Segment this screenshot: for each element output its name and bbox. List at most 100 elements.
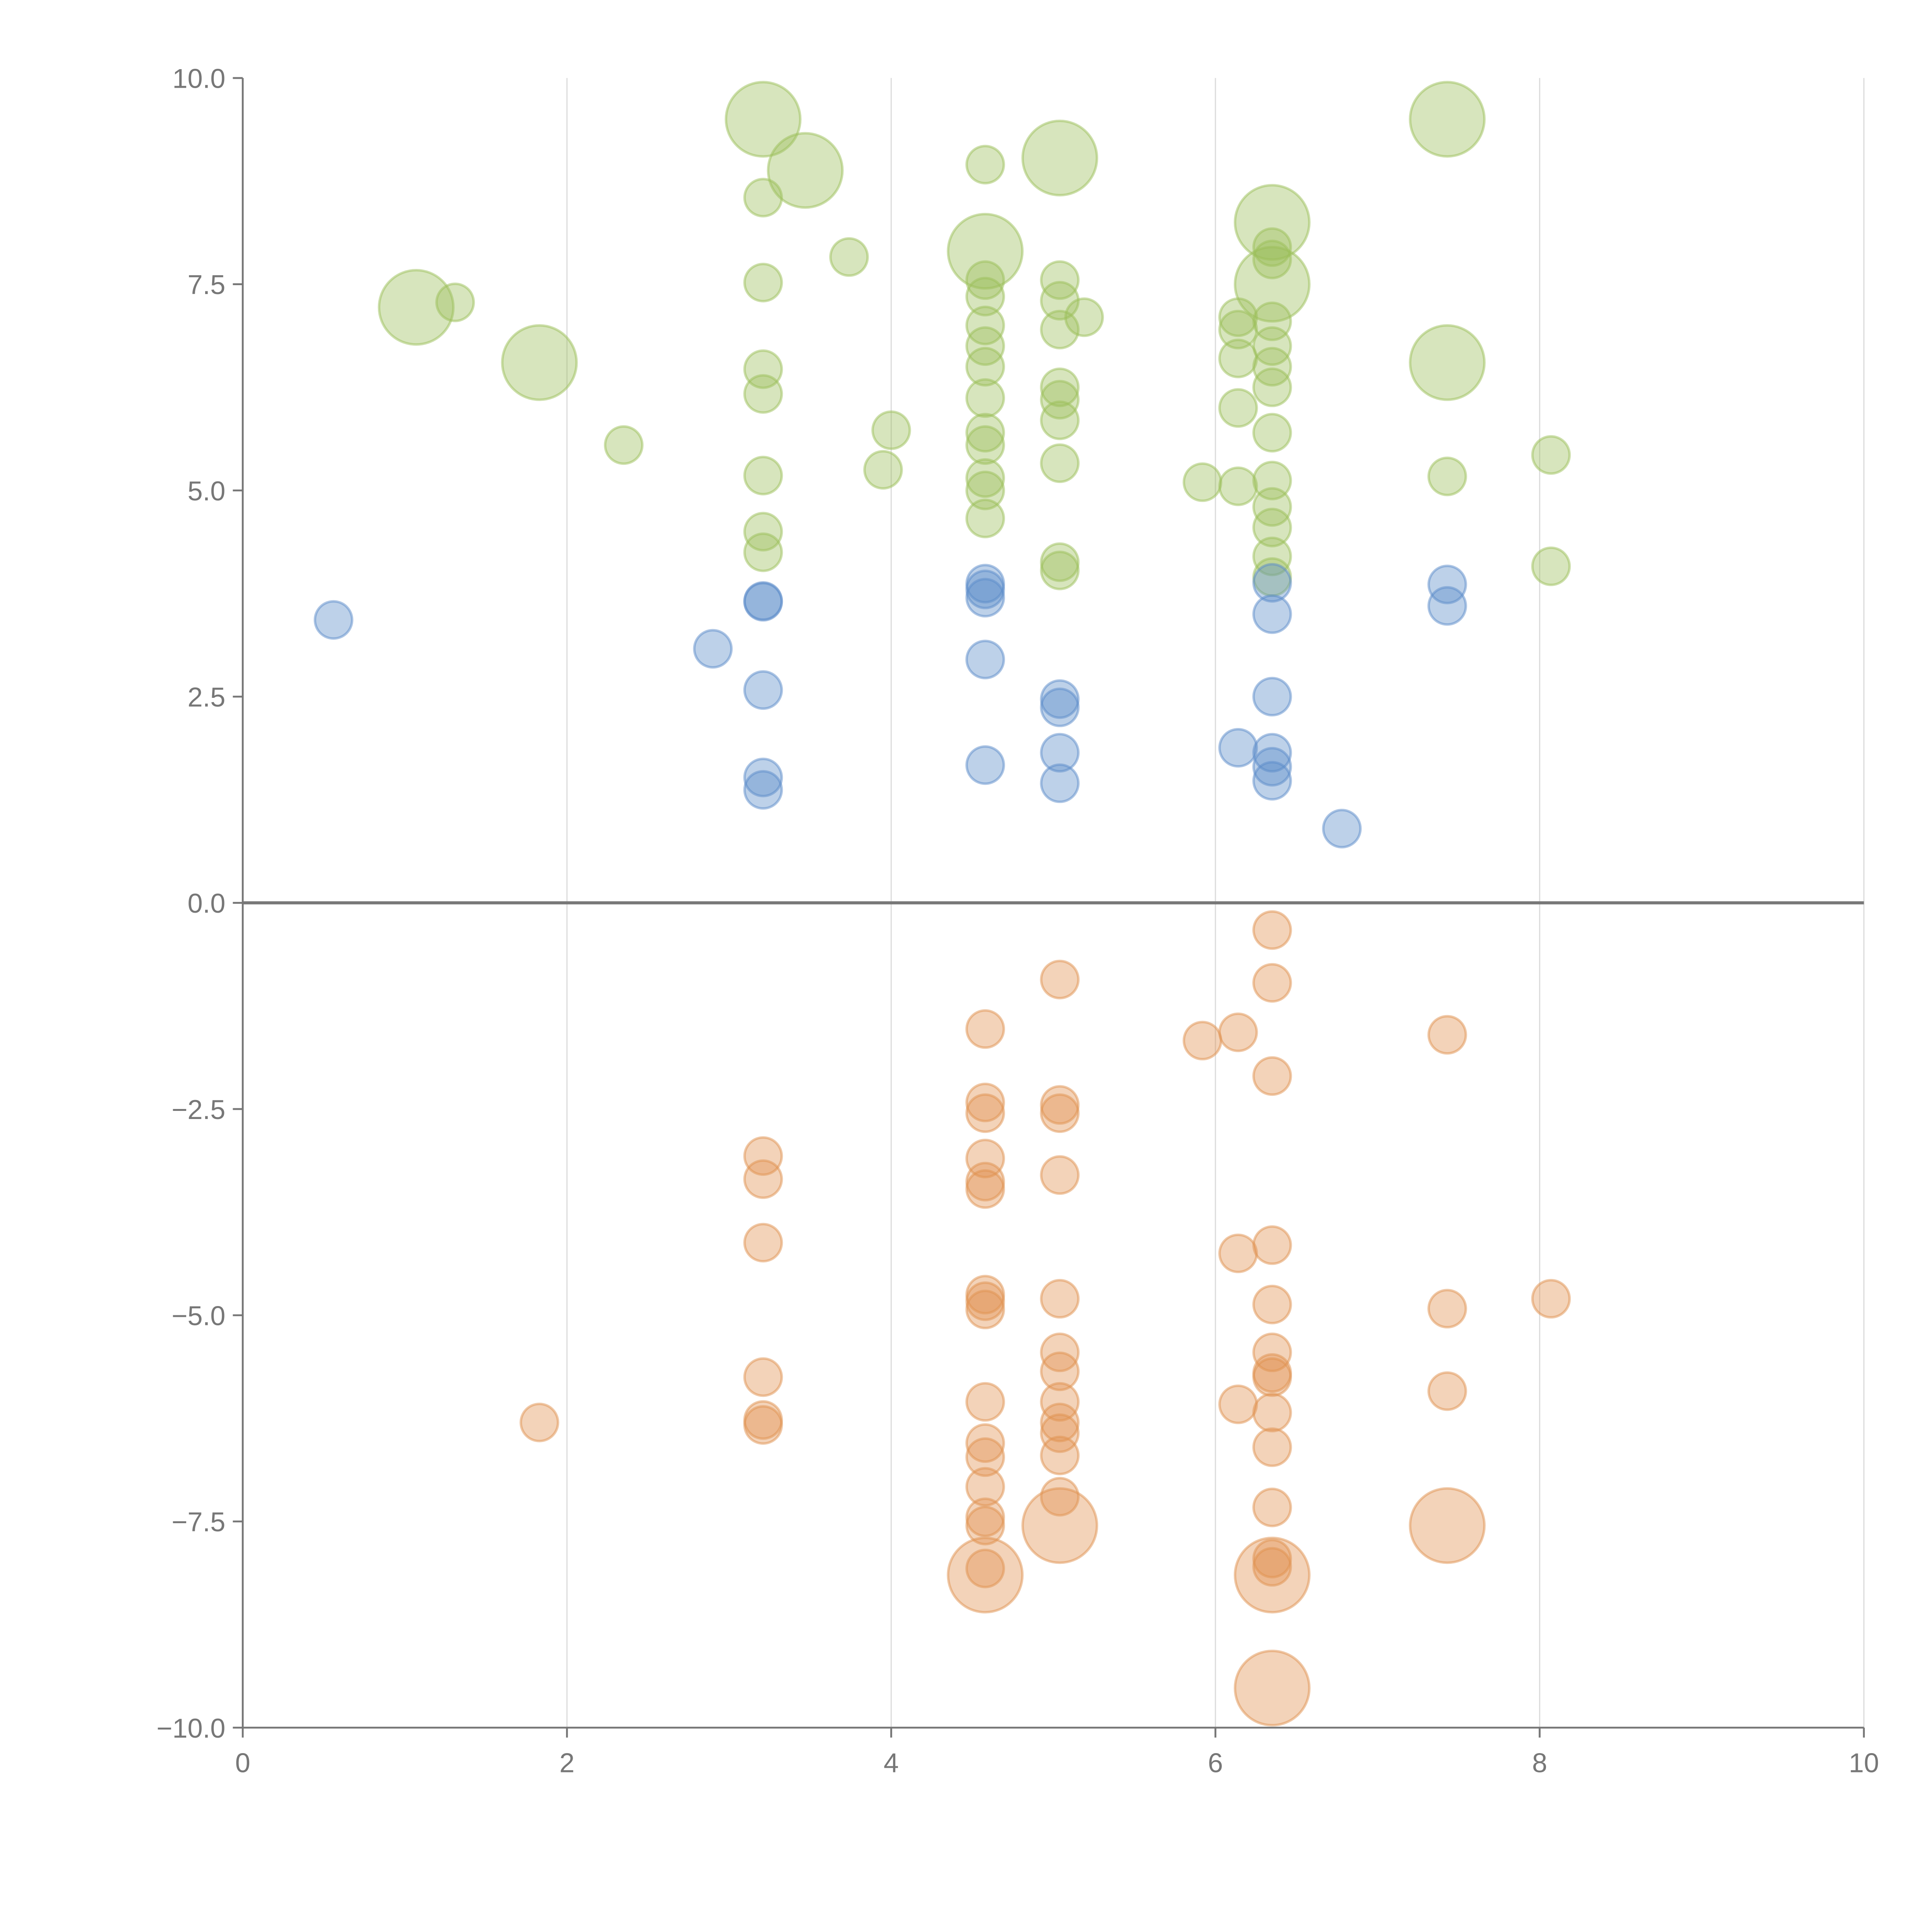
- point-blue: [1252, 677, 1292, 717]
- point-green: [1040, 260, 1080, 300]
- point-orange: [1040, 1279, 1080, 1319]
- point-blue: [743, 757, 783, 798]
- point-green: [1252, 413, 1292, 453]
- point-green: [863, 450, 903, 490]
- point-orange: [1252, 1225, 1292, 1265]
- point-green: [965, 277, 1005, 316]
- point-blue: [1322, 809, 1362, 849]
- point-green: [965, 425, 1005, 465]
- point-orange: [1233, 1536, 1311, 1614]
- x-tick-label: 10: [1849, 1748, 1879, 1778]
- point-orange: [1252, 1487, 1292, 1527]
- point-orange: [1040, 1413, 1080, 1453]
- point-blue: [1427, 586, 1467, 626]
- point-green: [965, 326, 1005, 366]
- point-green: [1064, 297, 1104, 337]
- point-green: [1040, 551, 1080, 590]
- point-orange: [1040, 1155, 1080, 1195]
- point-orange: [1427, 1015, 1467, 1055]
- point-green: [1531, 435, 1571, 475]
- point-blue: [1040, 687, 1080, 727]
- point-orange: [1182, 1020, 1223, 1061]
- point-orange: [965, 1009, 1005, 1049]
- point-green: [1252, 240, 1292, 279]
- point-orange: [519, 1403, 560, 1442]
- point-orange: [1218, 1012, 1258, 1052]
- point-orange: [1427, 1371, 1467, 1411]
- point-green: [1182, 462, 1223, 502]
- x-tick-label: 0: [235, 1748, 250, 1778]
- point-green: [1252, 487, 1292, 527]
- point-blue: [313, 600, 354, 640]
- point-green: [965, 458, 1005, 498]
- point-green: [1531, 546, 1571, 586]
- point-blue: [1040, 763, 1080, 803]
- point-orange: [1252, 1539, 1292, 1578]
- point-green: [1252, 227, 1292, 267]
- point-green: [378, 269, 455, 346]
- point-orange: [1218, 1233, 1258, 1274]
- point-blue: [965, 570, 1005, 609]
- point-orange: [965, 1289, 1005, 1330]
- point-green: [1427, 456, 1467, 497]
- point-orange: [1252, 910, 1292, 950]
- point-blue: [693, 629, 733, 669]
- point-green: [965, 306, 1005, 345]
- point-green: [1218, 466, 1258, 506]
- point-green: [1252, 508, 1292, 548]
- point-orange: [1218, 1384, 1258, 1424]
- point-orange: [965, 1082, 1005, 1122]
- point-blue: [1040, 679, 1080, 719]
- point-green: [743, 532, 783, 572]
- point-blue: [1252, 594, 1292, 634]
- point-green: [743, 456, 783, 496]
- point-blue: [1040, 733, 1080, 773]
- point-green: [947, 213, 1024, 290]
- point-blue: [965, 639, 1005, 680]
- point-blue: [965, 578, 1005, 618]
- point-orange: [965, 1423, 1005, 1463]
- point-orange: [1233, 1650, 1311, 1727]
- y-tick-label: 2.5: [187, 682, 225, 713]
- point-orange: [1040, 959, 1080, 1000]
- point-green: [1040, 310, 1080, 350]
- point-green: [501, 324, 578, 401]
- point-green: [743, 374, 783, 414]
- point-green: [1040, 367, 1080, 407]
- point-green: [965, 378, 1005, 418]
- point-blue: [1252, 563, 1292, 603]
- point-green: [1252, 367, 1292, 407]
- point-green: [1040, 443, 1080, 483]
- point-orange: [965, 1505, 1005, 1546]
- point-orange: [965, 1281, 1005, 1321]
- point-orange: [1021, 1487, 1099, 1564]
- point-orange: [743, 1136, 783, 1176]
- point-green: [965, 470, 1005, 510]
- point-green: [965, 498, 1005, 539]
- point-green: [965, 260, 1005, 300]
- point-orange: [965, 1548, 1005, 1588]
- x-tick-label: 2: [560, 1748, 575, 1778]
- point-orange: [1531, 1279, 1571, 1319]
- y-tick-label: 0.0: [187, 888, 225, 918]
- point-green: [965, 413, 1005, 453]
- point-orange: [743, 1159, 783, 1199]
- point-orange: [743, 1405, 783, 1445]
- point-orange: [1040, 1477, 1080, 1517]
- point-orange: [1252, 1547, 1292, 1587]
- x-tick-label: 6: [1208, 1748, 1223, 1778]
- point-orange: [1040, 1351, 1080, 1391]
- point-orange: [1040, 1093, 1080, 1133]
- point-orange: [1252, 1427, 1292, 1467]
- y-tick-label: −10.0: [156, 1713, 225, 1743]
- point-green: [871, 410, 911, 450]
- point-orange: [965, 1497, 1005, 1537]
- point-green: [1252, 326, 1292, 366]
- y-tick-label: 10.0: [172, 63, 225, 94]
- point-orange: [1040, 1085, 1080, 1125]
- y-tick-label: −5.0: [172, 1300, 225, 1331]
- point-blue: [965, 745, 1005, 785]
- point-blue: [1252, 747, 1292, 787]
- point-orange: [1252, 1056, 1292, 1096]
- point-blue: [1252, 733, 1292, 773]
